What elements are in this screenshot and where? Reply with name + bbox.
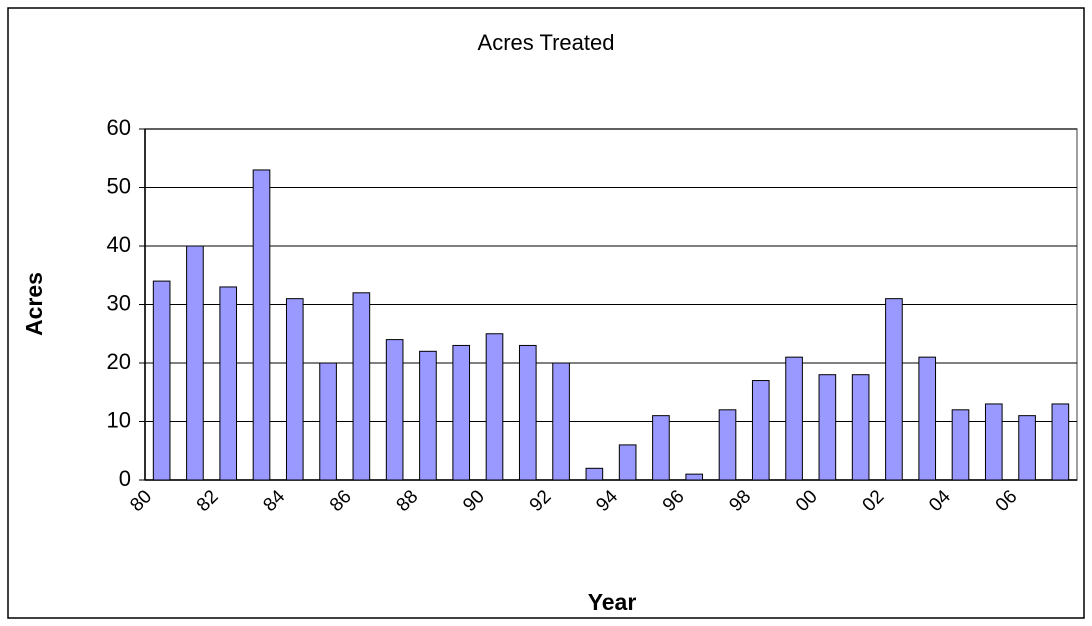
- y-axis-label: Acres: [21, 272, 47, 336]
- bar: [918, 356, 937, 481]
- bar: [851, 374, 870, 481]
- bar: [885, 298, 903, 481]
- bar: [186, 245, 204, 481]
- bar: [718, 409, 737, 481]
- bar: [585, 467, 604, 481]
- bar: [984, 403, 1003, 481]
- chart-title: Acres Treated: [478, 30, 615, 55]
- bar: [652, 415, 670, 481]
- bar: [685, 473, 704, 481]
- y-tick-label: 0: [119, 466, 131, 491]
- bar: [818, 374, 837, 481]
- bar: [951, 409, 970, 481]
- bar: [552, 362, 570, 481]
- y-tick-label: 30: [107, 290, 131, 315]
- bar: [785, 356, 803, 481]
- bar: [1051, 403, 1070, 481]
- bar: [452, 344, 471, 481]
- bar: [285, 298, 304, 481]
- y-tick-label: 40: [107, 232, 131, 257]
- bar: [352, 292, 371, 481]
- y-tick-label: 50: [107, 173, 131, 198]
- bar: [252, 169, 271, 481]
- bar: [385, 339, 404, 481]
- bar: [152, 280, 171, 481]
- bar: [518, 344, 537, 481]
- bar: [419, 350, 437, 481]
- bar: [751, 380, 770, 481]
- bar: [1018, 415, 1036, 481]
- y-tick-label: 20: [107, 349, 131, 374]
- bar: [485, 333, 504, 481]
- x-axis-label: Year: [588, 589, 637, 615]
- y-tick-label: 60: [107, 115, 131, 140]
- bar: [319, 362, 337, 481]
- bar: [219, 286, 238, 481]
- y-tick-label: 10: [107, 407, 131, 432]
- bar: [618, 444, 637, 481]
